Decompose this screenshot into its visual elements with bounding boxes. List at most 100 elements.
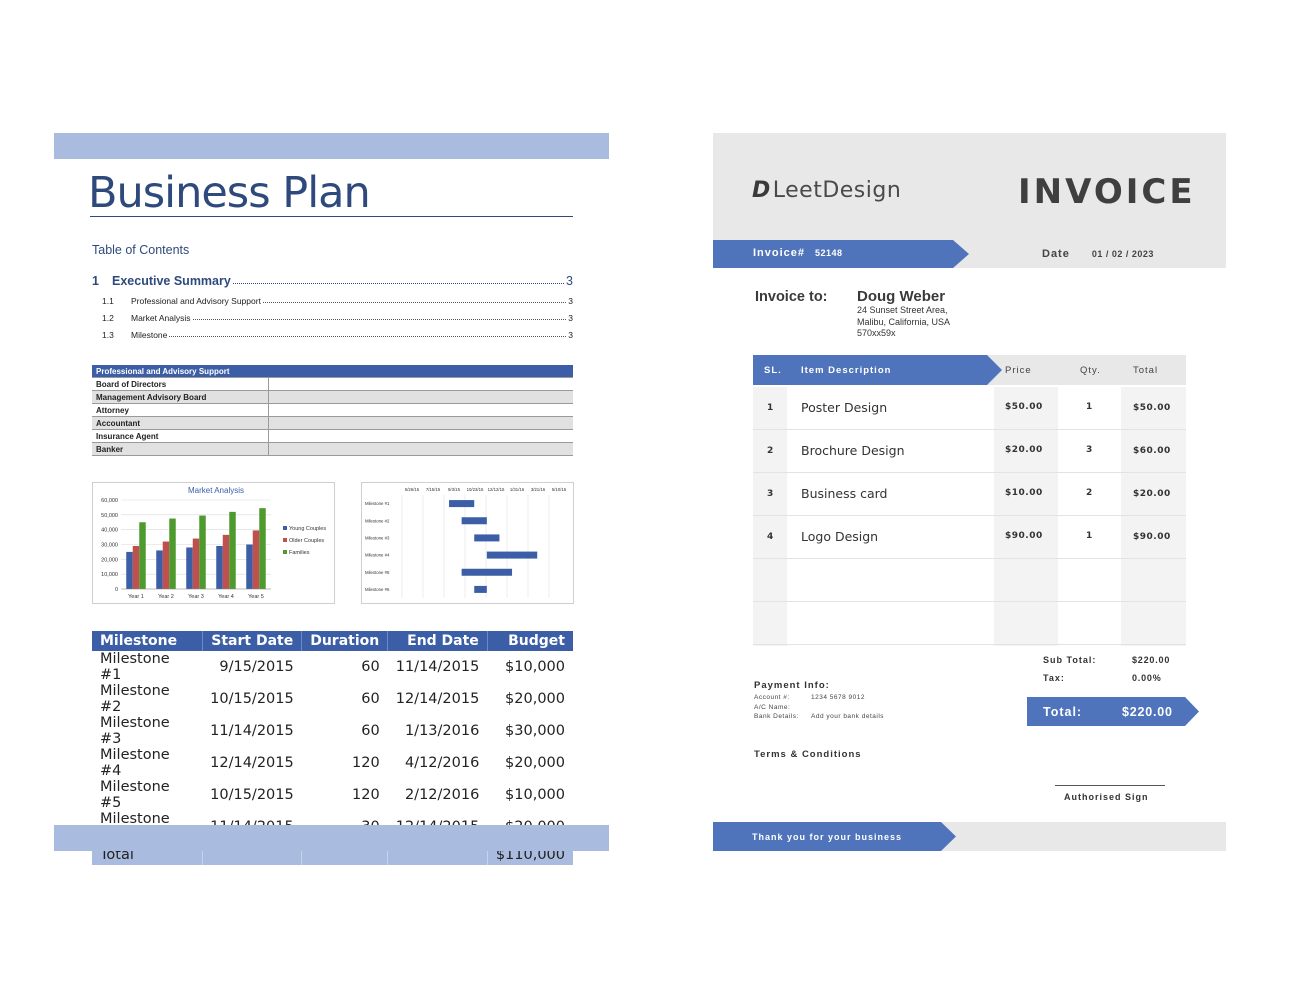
table-row: Milestone #1 9/15/2015 60 11/14/2015 $10,000 <box>92 651 573 683</box>
client-address-line: 570xx59x <box>857 328 896 338</box>
grand-total-value: $220.00 <box>1122 705 1173 719</box>
client-address-line: 24 Sunset Street Area, <box>857 305 948 315</box>
toc-entry-page: 3 <box>568 330 573 340</box>
x-tick-label: 12/12/15 <box>488 487 505 492</box>
total-ribbon <box>1027 697 1199 726</box>
y-tick-label: 40,000 <box>101 528 118 534</box>
item-row-empty[interactable] <box>753 602 1186 645</box>
col-end-date: End Date <box>387 631 488 651</box>
brand-mark-icon: D <box>752 178 771 203</box>
duration: 60 <box>361 723 380 739</box>
start-date: 10/15/2015 <box>210 787 294 803</box>
item-row[interactable] <box>753 387 1186 430</box>
support-row-value[interactable] <box>268 442 573 456</box>
toc-entry[interactable]: 1.2 Market Analysis 3 <box>102 313 573 323</box>
milestone-name: Milestone #1 <box>100 651 170 683</box>
legend-swatch <box>283 526 287 530</box>
support-row-label: Insurance Agent <box>92 429 269 443</box>
item-row[interactable] <box>753 430 1186 473</box>
footer-thank-you: Thank you for your business <box>752 832 903 842</box>
invoice-number-label: Invoice# <box>753 247 806 259</box>
x-tick-label: Year 5 <box>248 594 264 600</box>
x-tick-label: 5/26/15 <box>405 487 420 492</box>
bar <box>139 522 146 589</box>
end-date: 1/13/2016 <box>404 723 480 739</box>
toc-main-entry[interactable]: 1 Executive Summary 3 <box>92 274 573 288</box>
item-price: $10.00 <box>1005 488 1043 498</box>
account-value: 1234 5678 9012 <box>811 694 865 701</box>
support-row-value[interactable] <box>268 416 573 430</box>
item-description: Logo Design <box>801 529 879 544</box>
table-row: Milestone #3 11/14/2015 60 1/13/2016 $30,000 <box>92 715 573 747</box>
item-qty: 1 <box>1086 402 1093 412</box>
milestone-gantt-chart: 5/26/15 7/15/15 9/3/15 10/23/15 12/12/15 1/31… <box>361 482 574 604</box>
legend-swatch <box>283 550 287 554</box>
toc-entry-label: Market Analysis <box>131 313 191 323</box>
support-row-value[interactable] <box>268 429 573 443</box>
support-row-value[interactable] <box>268 403 573 417</box>
chart-title: Market Analysis <box>188 486 244 495</box>
task-label: Milestone #3 <box>365 535 390 540</box>
gantt-bar <box>461 568 513 576</box>
top-band <box>54 133 609 159</box>
item-total: $90.00 <box>1133 532 1171 542</box>
gantt-bar <box>449 500 475 508</box>
bank-details-value: Add your bank details <box>811 713 885 720</box>
terms-heading: Terms & Conditions <box>754 749 862 760</box>
col-price: Price <box>1005 365 1032 376</box>
support-row-label: Board of Directors <box>92 377 269 391</box>
end-date: 12/14/2015 <box>395 691 480 707</box>
toc-entry[interactable]: 1.1 Professional and Advisory Support 3 <box>102 296 573 306</box>
item-row[interactable] <box>753 516 1186 559</box>
signature-label: Authorised Sign <box>1064 792 1149 802</box>
subtotal-label: Sub Total: <box>1043 655 1097 665</box>
x-tick-label: Year 2 <box>158 594 174 600</box>
invoice-number-value: 52148 <box>815 248 843 258</box>
footer-ribbon <box>713 822 956 851</box>
start-date: 9/15/2015 <box>219 659 294 675</box>
col-start-date: Start Date <box>202 631 303 651</box>
item-sl: 1 <box>767 403 774 413</box>
start-date: 12/14/2015 <box>210 755 294 771</box>
toc-entry-page: 3 <box>568 296 573 306</box>
x-tick-label: Year 4 <box>218 594 234 600</box>
toc-leader <box>169 330 567 337</box>
item-description: Business card <box>801 486 888 501</box>
duration: 60 <box>361 659 380 675</box>
invoice-number-ribbon <box>713 240 969 268</box>
toc-leader <box>192 313 567 320</box>
col-budget: Budget <box>487 631 573 651</box>
client-name: Doug Weber <box>857 288 946 305</box>
col-total: Total <box>1133 365 1159 376</box>
y-tick-label: 60,000 <box>101 498 118 504</box>
item-total: $50.00 <box>1133 403 1171 413</box>
table-row: Milestone #4 12/14/2015 120 4/12/2016 $20,00… <box>92 747 573 779</box>
gantt-bar <box>474 585 487 593</box>
item-qty: 3 <box>1086 445 1093 455</box>
market-analysis-chart: Market Analysis 0 10,000 20,000 30,000 40,000… <box>92 482 335 604</box>
bank-details-label: Bank Details: <box>754 713 799 720</box>
legend-swatch <box>283 538 287 542</box>
support-row-value[interactable] <box>268 377 573 391</box>
y-tick-label: 20,000 <box>101 557 118 563</box>
support-table: Professional and Advisory Support Board … <box>92 365 573 456</box>
col-milestone: Milestone <box>92 631 203 651</box>
toc-entry-num: 1.2 <box>102 313 114 323</box>
toc-main-num: 1 <box>92 274 99 288</box>
x-tick-label: Year 1 <box>128 594 144 600</box>
table-row: Milestone #2 10/15/2015 60 12/14/2015 $20,00… <box>92 683 573 715</box>
start-date: 10/15/2015 <box>210 691 294 707</box>
item-row-empty[interactable] <box>753 559 1186 602</box>
toc-entry-label: Milestone <box>131 330 168 340</box>
item-row[interactable] <box>753 473 1186 516</box>
brand-name: LeetDesign <box>772 178 902 203</box>
bar <box>252 530 260 589</box>
toc-entry-label: Professional and Advisory Support <box>131 296 261 306</box>
item-price: $50.00 <box>1005 402 1043 412</box>
legend-label: Young Couples <box>289 526 326 532</box>
support-row-label: Banker <box>92 442 269 456</box>
support-row-value[interactable] <box>268 390 573 404</box>
toc-entry[interactable]: 1.3 Milestone 3 <box>102 330 573 340</box>
milestone-name: Milestone #5 <box>100 779 170 811</box>
y-tick-label: 30,000 <box>101 543 118 549</box>
